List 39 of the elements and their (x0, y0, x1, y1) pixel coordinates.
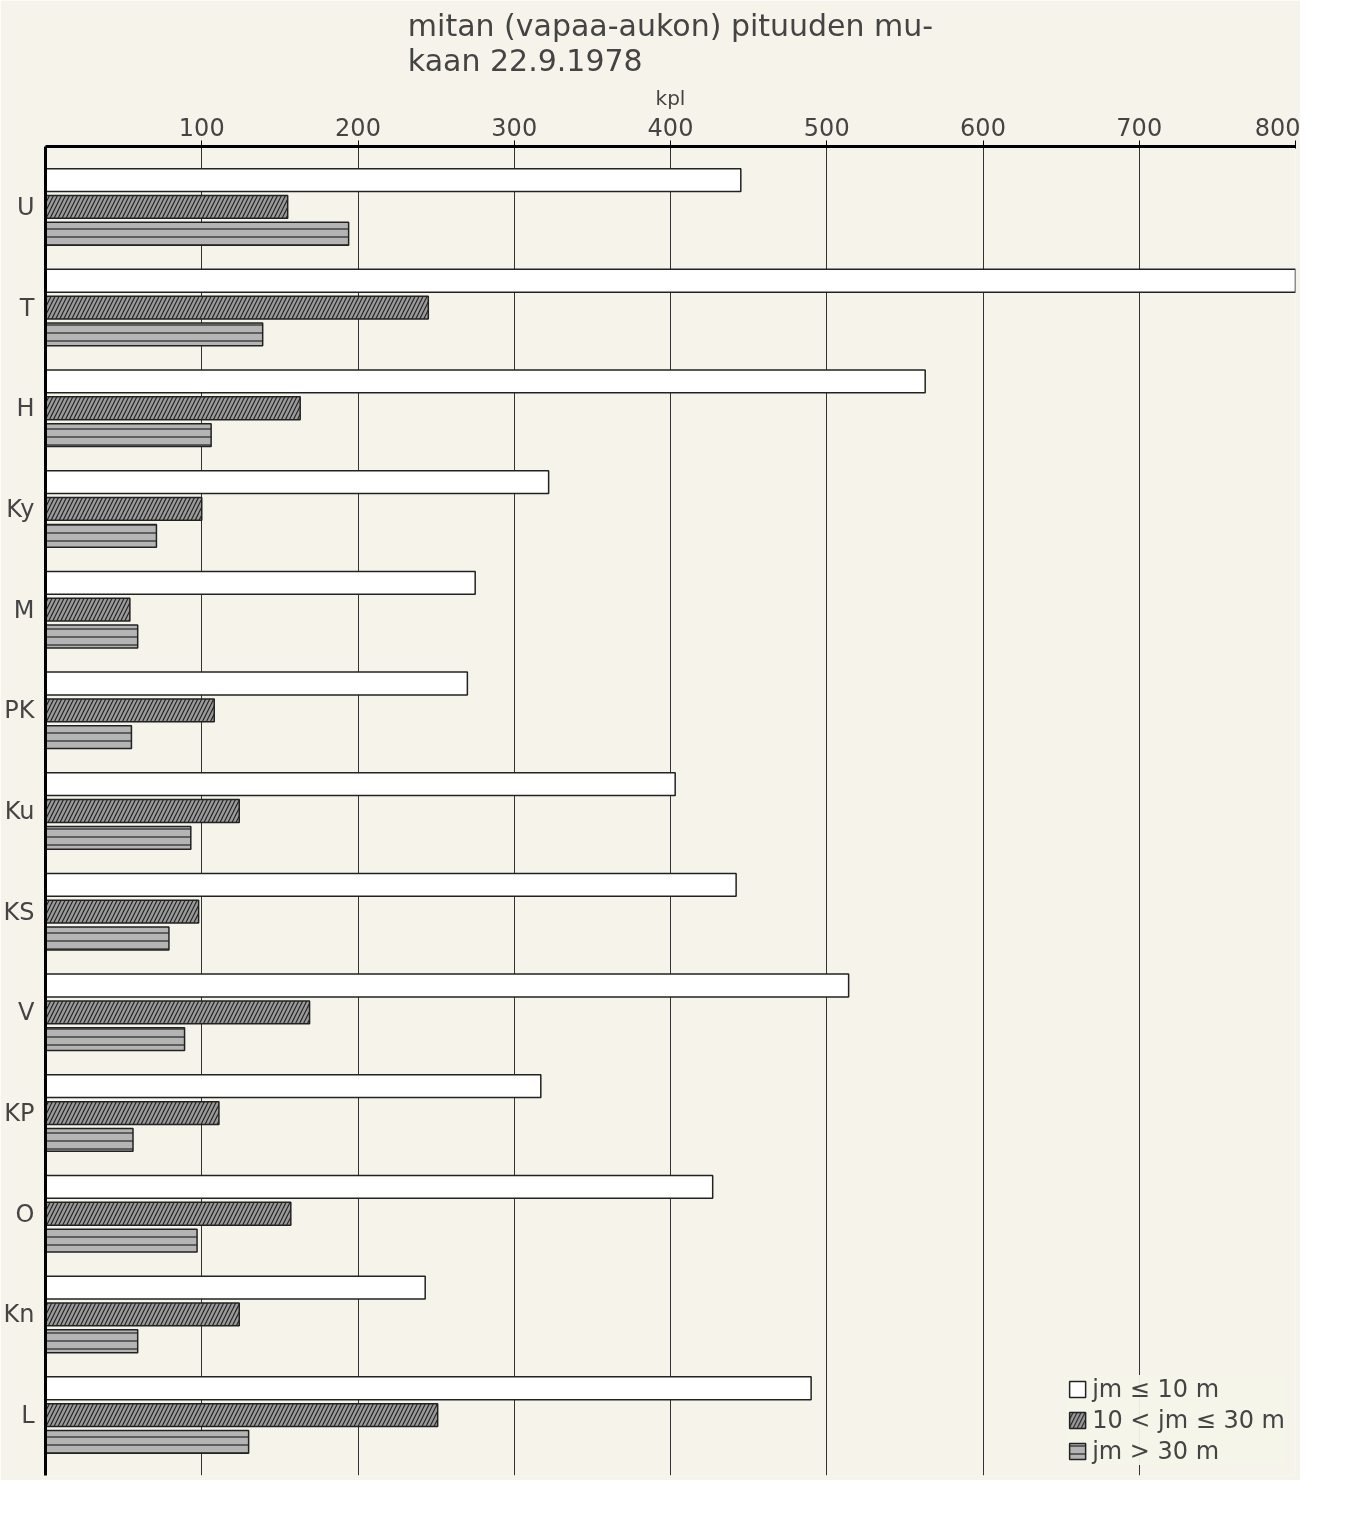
x-tick-label: 300 (491, 113, 538, 142)
y-tick-label: O (15, 1199, 35, 1228)
x-tick-label: 500 (803, 113, 850, 142)
legend-label: jm > 30 m (1092, 1437, 1220, 1465)
y-tick-label: KP (4, 1099, 35, 1128)
bar (45, 570, 476, 595)
y-tick-label: PK (4, 696, 36, 725)
y-tick-label: V (18, 998, 36, 1027)
x-axis-title: kpl (655, 85, 686, 110)
x-tick-label: 800 (1254, 113, 1301, 142)
bar (45, 671, 469, 696)
legend-label: jm ≤ 10 m (1092, 1375, 1220, 1403)
x-tick-label: 100 (178, 113, 225, 142)
y-tick-label: Ky (6, 494, 35, 523)
y-tick-label: L (21, 1401, 36, 1430)
bar (45, 268, 1296, 293)
y-tick-label: H (16, 394, 35, 423)
x-tick-label: 700 (1116, 113, 1163, 142)
y-tick-label: Ku (4, 797, 35, 825)
y-tick-label: M (13, 595, 35, 624)
y-tick-label: KS (3, 897, 35, 926)
bar (45, 1275, 426, 1300)
y-tick-label: U (16, 192, 35, 221)
y-tick-label: Kn (3, 1300, 35, 1329)
bar (45, 1174, 714, 1200)
x-tick-label: 400 (647, 113, 694, 142)
bar (45, 872, 737, 897)
y-tick-label: T (18, 293, 35, 322)
bar (45, 1376, 812, 1401)
legend-label: 10 < jm ≤ 30 m (1092, 1406, 1285, 1434)
x-tick-label: 200 (335, 113, 381, 142)
bar (45, 1074, 542, 1099)
bar (45, 167, 742, 193)
bar (45, 771, 676, 797)
chart-title: mitan (vapaa-aukon) pituuden mu- kaan 22.9.1978 (407, 7, 934, 78)
bar (45, 973, 850, 998)
bar (45, 369, 926, 394)
bar (45, 469, 550, 495)
x-tick-label: 600 (960, 113, 1006, 142)
